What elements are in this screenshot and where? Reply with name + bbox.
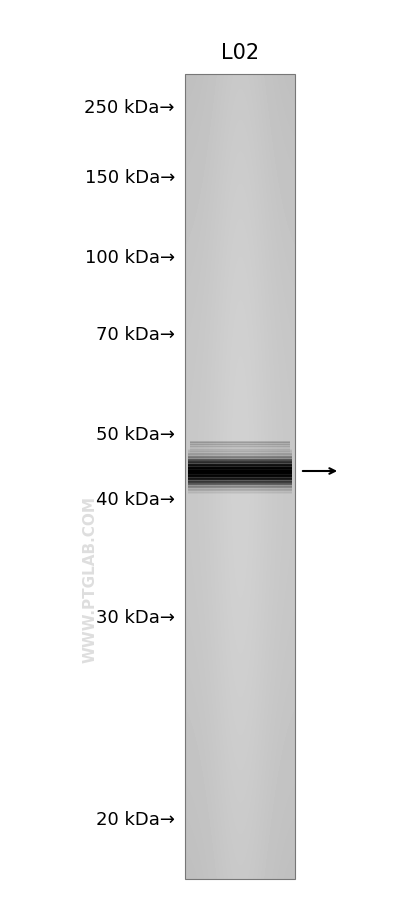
Bar — [190, 453, 290, 454]
Bar — [188, 461, 292, 462]
Text: 70 kDa→: 70 kDa→ — [96, 326, 175, 344]
Bar — [188, 488, 292, 490]
Bar — [188, 456, 292, 457]
Bar — [188, 482, 292, 483]
Bar — [188, 489, 292, 491]
Bar — [188, 487, 292, 488]
Bar — [188, 492, 292, 493]
Bar — [188, 463, 292, 464]
Bar — [188, 451, 292, 452]
Bar — [188, 475, 292, 476]
Text: 250 kDa→: 250 kDa→ — [84, 99, 175, 117]
Bar — [188, 465, 292, 466]
Bar — [188, 484, 292, 485]
Bar — [188, 452, 292, 453]
Bar — [188, 473, 292, 474]
Bar — [188, 467, 292, 468]
Bar — [188, 476, 292, 477]
Bar — [188, 471, 292, 472]
Bar — [188, 472, 292, 473]
Text: 20 kDa→: 20 kDa→ — [96, 810, 175, 828]
Bar — [190, 444, 290, 445]
Text: 100 kDa→: 100 kDa→ — [85, 249, 175, 267]
Bar — [188, 470, 292, 471]
Bar — [188, 468, 292, 469]
Bar — [190, 447, 290, 448]
Bar — [188, 469, 292, 471]
Text: 40 kDa→: 40 kDa→ — [96, 491, 175, 509]
Text: 150 kDa→: 150 kDa→ — [85, 169, 175, 187]
Bar — [190, 452, 290, 453]
Bar — [190, 451, 290, 452]
Bar — [188, 476, 292, 478]
Bar — [190, 441, 290, 443]
Bar — [188, 454, 292, 456]
Bar — [188, 458, 292, 459]
Bar — [190, 453, 290, 454]
Bar — [188, 449, 292, 451]
Bar — [190, 448, 290, 449]
Bar — [190, 446, 290, 447]
Bar — [188, 488, 292, 489]
Text: 30 kDa→: 30 kDa→ — [96, 608, 175, 626]
Bar — [188, 473, 292, 474]
Bar — [190, 451, 290, 452]
Bar — [188, 464, 292, 465]
Bar — [190, 443, 290, 444]
Text: 50 kDa→: 50 kDa→ — [96, 426, 175, 444]
Bar — [188, 466, 292, 467]
Bar — [188, 480, 292, 481]
Bar — [190, 450, 290, 451]
Bar — [188, 481, 292, 483]
Bar — [188, 455, 292, 456]
Bar — [185, 75, 295, 879]
Bar — [188, 486, 292, 487]
Bar — [188, 490, 292, 491]
Bar — [190, 448, 290, 449]
Bar — [188, 459, 292, 460]
Bar — [188, 450, 292, 452]
Bar — [188, 477, 292, 479]
Bar — [188, 456, 292, 458]
Text: L02: L02 — [221, 43, 259, 63]
Bar — [188, 457, 292, 459]
Bar — [188, 460, 292, 461]
Bar — [188, 474, 292, 475]
Bar — [190, 454, 290, 455]
Text: WWW.PTGLAB.COM: WWW.PTGLAB.COM — [82, 496, 98, 663]
Bar — [188, 468, 292, 470]
Bar — [188, 480, 292, 482]
Bar — [188, 483, 292, 484]
Bar — [190, 444, 290, 445]
Bar — [188, 453, 292, 454]
Bar — [188, 492, 292, 494]
Bar — [188, 462, 292, 464]
Bar — [190, 445, 290, 446]
Bar — [190, 449, 290, 450]
Bar — [188, 484, 292, 486]
Bar — [188, 491, 292, 492]
Bar — [188, 474, 292, 475]
Bar — [190, 442, 290, 443]
Bar — [188, 485, 292, 486]
Bar — [188, 479, 292, 480]
Bar — [190, 446, 290, 447]
Bar — [188, 453, 292, 455]
Bar — [188, 461, 292, 463]
Bar — [188, 478, 292, 479]
Bar — [188, 465, 292, 467]
